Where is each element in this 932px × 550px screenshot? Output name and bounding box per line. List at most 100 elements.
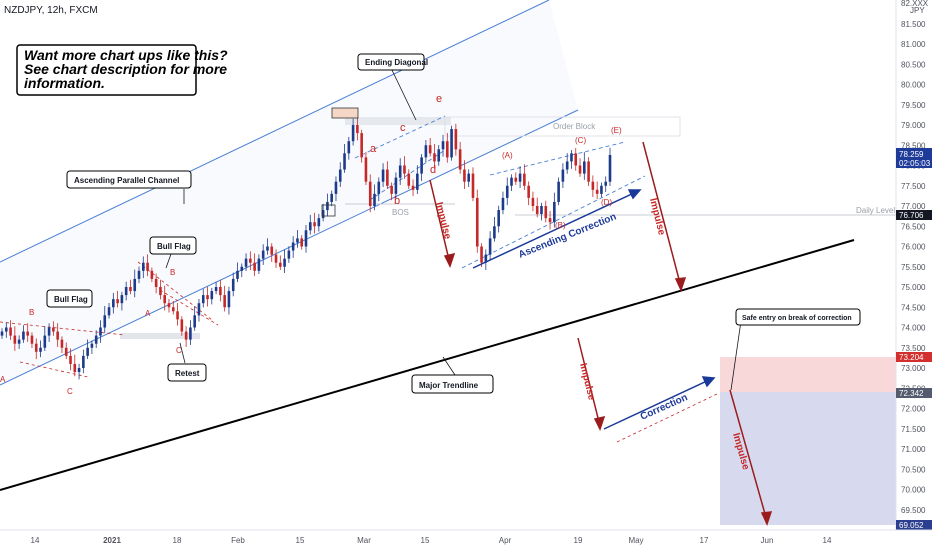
candle-body [557,181,560,202]
candle-body [360,133,363,158]
candle-body [527,185,530,198]
candle-body [52,327,55,332]
candle-body [420,157,423,174]
price-tick-label: 81.500 [901,20,926,29]
candle-body [231,278,235,292]
candle-body [343,153,346,170]
candle-body [287,250,291,259]
candle-body [283,258,286,267]
ticker-label[interactable]: NZDJPY, 12h, FXCM [4,5,98,16]
candle-body [454,129,458,150]
candle-body [313,222,316,227]
candle-body [197,303,201,316]
candle-body [514,177,518,182]
candle-body [184,331,188,340]
price-tick-label: 72.000 [901,405,926,414]
callout-bull-flag-mid[interactable] [149,236,197,255]
wave-label-C2: C [176,346,182,355]
candle-body [518,173,522,182]
callout-ascending-channel[interactable] [66,170,192,189]
candle-body [82,355,85,368]
candle-body [471,173,475,198]
candle-body [368,181,372,206]
price-tick-label: 76.500 [901,222,926,231]
channel-fill [0,0,578,385]
order-block-zone[interactable] [444,116,681,137]
candle-body [253,262,256,271]
time-axis-bg[interactable] [0,530,896,550]
impulse-label-1: Impulse [433,201,453,241]
candle-body [561,169,565,182]
price-tick-label: 71.500 [901,425,926,434]
candle-body [60,339,64,348]
candle-body [4,327,8,332]
price-tick-label: 81.000 [901,40,926,49]
price-tick-label: 76.000 [901,243,926,252]
candle-body [13,335,17,344]
candle-body [326,201,329,211]
candle-body [9,327,12,336]
wave-label-A1: A [0,375,6,384]
wave-label-B1: B [29,308,34,317]
wave-label-C1: C [67,387,73,396]
candle-body [437,149,441,162]
candle-body [330,193,333,202]
current-price-text: 78.259 [899,150,924,159]
daily-level-text: 76.706 [899,211,924,220]
candle-body [244,258,248,267]
wave-label-A2: A [145,309,151,318]
entry-price-badge [896,388,932,398]
price-tick-label: 70.500 [901,465,926,474]
wave-label-WC: (C) [575,136,586,145]
price-tick-label: 80.500 [901,60,926,69]
candle-body [124,287,128,296]
stop-price-badge [896,352,932,362]
time-tick-label: 15 [296,536,305,545]
candle-body [47,327,51,336]
candle-body [30,335,34,344]
callout-ending-diagonal[interactable] [357,53,425,71]
candle-body [64,347,68,356]
time-tick-label: Mar [357,536,371,545]
price-axis-bg[interactable] [896,0,932,530]
candle-body [167,303,171,308]
candle-body [279,262,282,267]
time-tick-label: Jun [761,536,774,545]
candle-body [274,254,278,263]
candle-body [600,185,603,194]
wave-label-WD: (D) [601,198,612,207]
candle-body [591,181,595,190]
retest-zone [120,333,200,339]
candles-group [0,116,612,380]
candle-body [171,307,175,312]
candle-body [236,270,239,279]
callout-major-trendline[interactable] [411,374,494,394]
candle-body [386,169,389,186]
candle-body [129,287,132,292]
candle-body [304,230,308,247]
callout-bull-flag-left-text: Bull Flag [54,295,88,304]
callout-retest[interactable] [167,363,207,382]
candle-body [180,319,184,332]
promo-line3: information. [24,75,105,91]
time-tick-label: Feb [231,536,245,545]
callout-bull-flag-left[interactable] [46,289,93,308]
candle-body [411,185,415,190]
wave-label-a: a [370,143,377,155]
candle-body [608,155,612,182]
candle-body [565,161,569,170]
channel-upper-line[interactable] [0,0,550,263]
entry-price-text: 72.342 [899,389,924,398]
candle-body [146,262,149,271]
candle-body [17,339,21,344]
candle-body [0,331,4,336]
wave-label-WE: (E) [611,126,622,135]
candle-body [120,295,124,304]
candle-body [394,177,398,194]
stop-zone[interactable] [720,357,896,392]
callout-safe-entry[interactable] [735,308,861,326]
price-tick-label: 71.000 [901,445,926,454]
major-trendline[interactable] [0,239,855,491]
price-tick-label: 75.000 [901,283,926,292]
